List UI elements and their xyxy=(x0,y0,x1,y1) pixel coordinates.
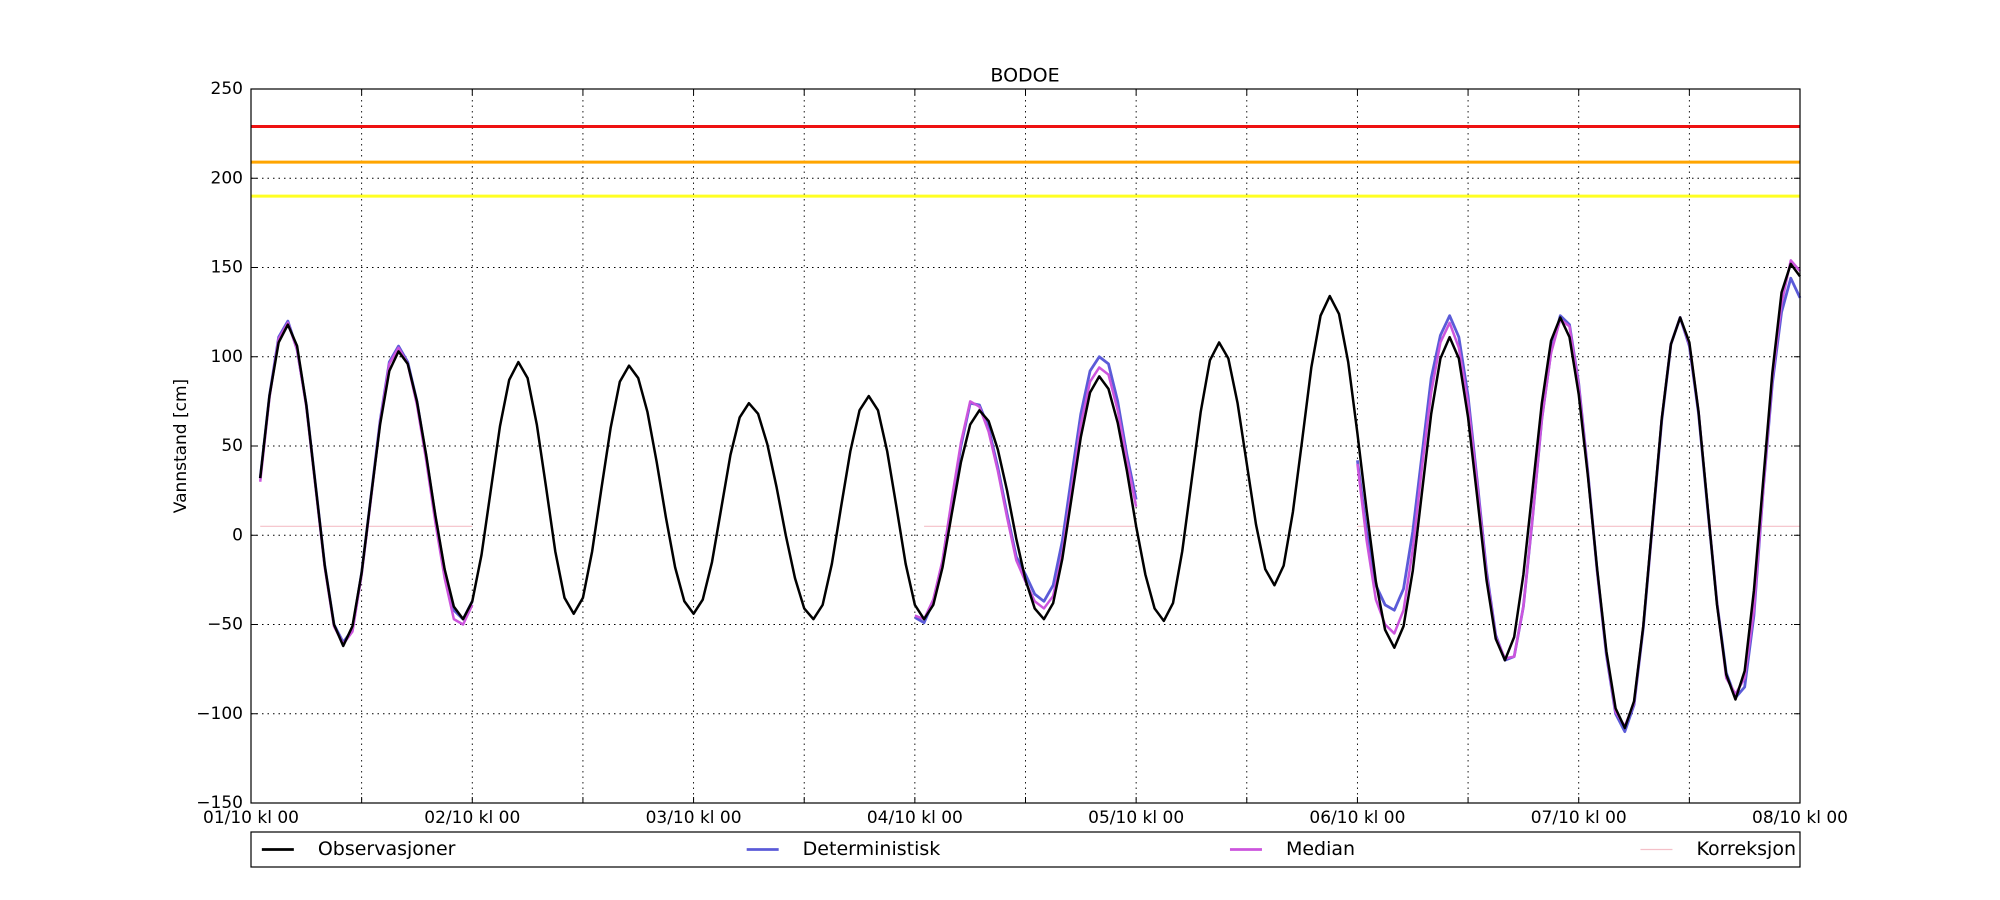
legend-label: Deterministisk xyxy=(803,838,941,860)
x-tick-label: 02/10 kl 00 xyxy=(424,808,520,828)
legend-label: Median xyxy=(1286,838,1355,860)
y-tick-label: −100 xyxy=(196,704,243,724)
legend-label: Observasjoner xyxy=(318,838,456,860)
y-tick-label: −50 xyxy=(207,615,243,635)
x-tick-label: 08/10 kl 00 xyxy=(1752,808,1848,828)
legend-box xyxy=(250,831,1801,868)
y-tick-label: 100 xyxy=(211,347,243,367)
x-tick-label: 05/10 kl 00 xyxy=(1088,808,1184,828)
legend-label: Korreksjon xyxy=(1696,838,1796,860)
y-axis-label: Vannstand [cm] xyxy=(171,379,191,513)
x-tick-label: 01/10 kl 00 xyxy=(203,808,299,828)
y-tick-label: 50 xyxy=(221,436,243,456)
y-tick-label: 250 xyxy=(211,79,243,99)
x-tick-label: 07/10 kl 00 xyxy=(1531,808,1627,828)
y-tick-label: 200 xyxy=(211,168,243,188)
x-tick-label: 03/10 kl 00 xyxy=(646,808,742,828)
x-tick-label: 06/10 kl 00 xyxy=(1309,808,1405,828)
plot-frame xyxy=(250,88,1801,804)
chart-title: BODOE xyxy=(990,65,1059,87)
series-line xyxy=(258,262,1802,730)
y-tick-label: 0 xyxy=(232,525,243,545)
y-tick-label: 150 xyxy=(211,258,243,278)
x-tick-label: 04/10 kl 00 xyxy=(867,808,963,828)
y-tick-label: −150 xyxy=(196,793,243,813)
